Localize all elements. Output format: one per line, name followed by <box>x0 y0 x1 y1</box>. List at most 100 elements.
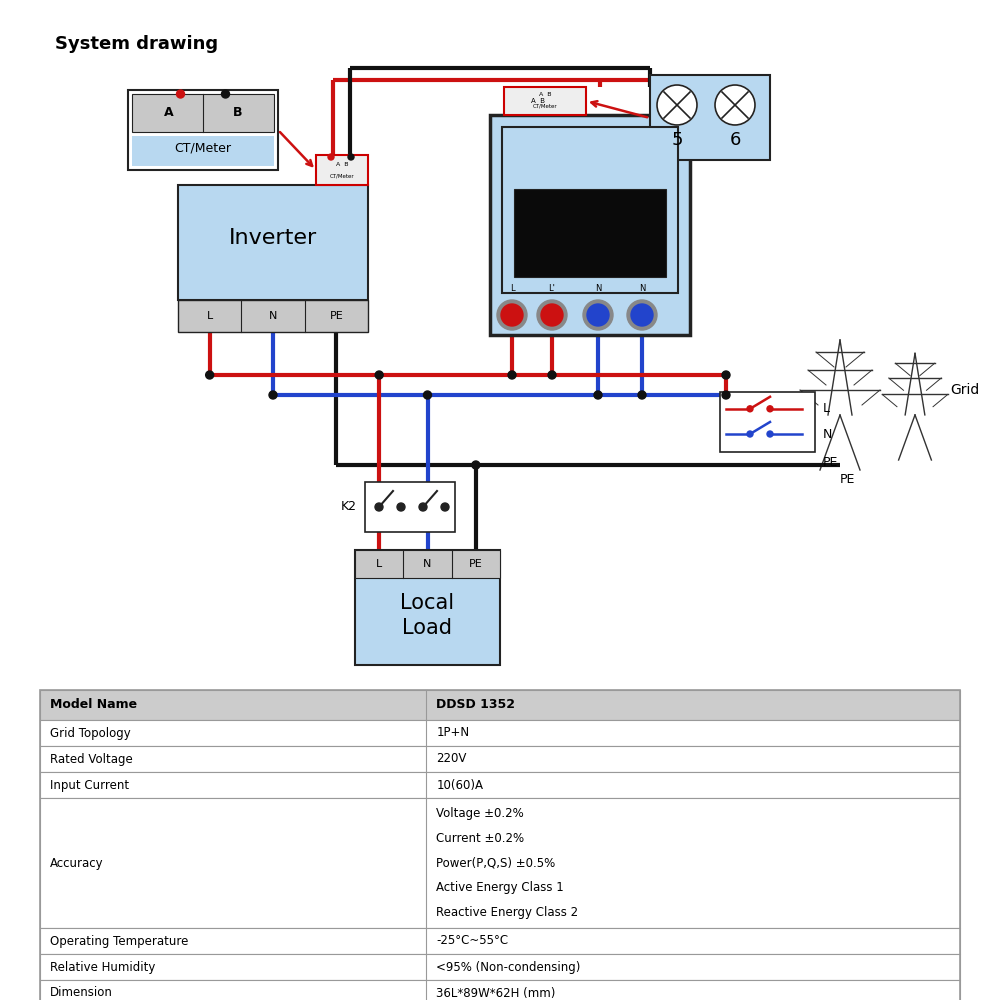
Bar <box>365 482 455 532</box>
Circle shape <box>594 391 602 399</box>
Text: N: N <box>269 311 277 321</box>
Text: PE: PE <box>840 473 855 486</box>
Circle shape <box>715 85 755 125</box>
Bar <box>514 189 666 277</box>
Text: Accuracy: Accuracy <box>50 856 104 869</box>
Circle shape <box>206 371 214 379</box>
Bar <box>40 980 960 1000</box>
Circle shape <box>627 300 657 330</box>
Text: Model Name: Model Name <box>50 698 137 712</box>
Text: System drawing: System drawing <box>55 35 218 53</box>
Text: Dimension: Dimension <box>50 986 113 1000</box>
Text: N: N <box>423 559 432 569</box>
Bar <box>40 720 960 746</box>
Text: Grid: Grid <box>950 383 979 397</box>
Circle shape <box>269 391 277 399</box>
Text: CT/Meter: CT/Meter <box>175 141 232 154</box>
Circle shape <box>631 304 653 326</box>
Circle shape <box>541 304 563 326</box>
Bar <box>355 550 500 578</box>
Text: 6: 6 <box>729 131 741 149</box>
Text: 5: 5 <box>671 131 683 149</box>
Text: N: N <box>595 284 601 293</box>
Bar <box>40 798 960 928</box>
Text: A  B: A B <box>336 161 348 166</box>
Circle shape <box>419 503 427 511</box>
Bar <box>132 94 274 132</box>
Circle shape <box>375 503 383 511</box>
Text: -25°C~55°C: -25°C~55°C <box>436 934 509 948</box>
Text: PE: PE <box>469 559 483 569</box>
Text: Inverter: Inverter <box>229 228 317 247</box>
Bar <box>504 87 586 115</box>
Bar <box>128 90 278 170</box>
Bar <box>178 185 368 300</box>
Text: Current ±0.2%: Current ±0.2% <box>436 832 525 845</box>
Text: CT/Meter: CT/Meter <box>330 174 354 178</box>
Bar <box>40 772 960 798</box>
Bar <box>40 690 960 720</box>
Bar <box>502 127 678 293</box>
Circle shape <box>497 300 527 330</box>
Circle shape <box>472 461 480 469</box>
Bar <box>40 928 960 954</box>
Circle shape <box>638 391 646 399</box>
Text: Reactive Energy Class 2: Reactive Energy Class 2 <box>436 906 579 919</box>
Text: A  B: A B <box>531 98 545 104</box>
Text: L: L <box>376 559 382 569</box>
Text: Active Energy Class 1: Active Energy Class 1 <box>436 881 564 894</box>
Bar <box>40 746 960 772</box>
Circle shape <box>767 431 773 437</box>
Text: L': L' <box>549 284 555 293</box>
Circle shape <box>348 154 354 160</box>
Text: L: L <box>823 402 830 415</box>
Text: 10(60)A: 10(60)A <box>436 778 483 792</box>
Circle shape <box>328 154 334 160</box>
Text: Operating Temperature: Operating Temperature <box>50 934 188 948</box>
Bar <box>40 690 960 1000</box>
Text: 220V: 220V <box>436 752 467 766</box>
Text: 1P+N: 1P+N <box>436 726 470 740</box>
Text: B: B <box>233 106 242 119</box>
Text: 36L*89W*62H (mm): 36L*89W*62H (mm) <box>436 986 556 1000</box>
Circle shape <box>176 90 184 98</box>
Bar <box>720 392 815 452</box>
Text: L: L <box>207 311 213 321</box>
Text: N: N <box>639 284 645 293</box>
Text: Local
Load: Local Load <box>400 593 455 638</box>
Circle shape <box>397 503 405 511</box>
Circle shape <box>441 503 449 511</box>
Text: Rated Voltage: Rated Voltage <box>50 752 133 766</box>
Circle shape <box>375 371 383 379</box>
Circle shape <box>587 304 609 326</box>
Circle shape <box>548 371 556 379</box>
Bar <box>490 115 690 335</box>
Circle shape <box>747 431 753 437</box>
Circle shape <box>424 391 432 399</box>
Text: L: L <box>510 284 514 293</box>
Text: <95% (Non-condensing): <95% (Non-condensing) <box>436 960 581 974</box>
Text: PE: PE <box>329 311 343 321</box>
Bar <box>650 75 770 160</box>
Text: DDSD 1352: DDSD 1352 <box>436 698 515 712</box>
Text: PE: PE <box>823 456 838 468</box>
Circle shape <box>657 85 697 125</box>
Text: Power(P,Q,S) ±0.5%: Power(P,Q,S) ±0.5% <box>436 856 556 869</box>
Text: Input Current: Input Current <box>50 778 129 792</box>
Text: Grid Topology: Grid Topology <box>50 726 131 740</box>
Text: Relative Humidity: Relative Humidity <box>50 960 155 974</box>
Bar <box>40 954 960 980</box>
Bar <box>178 300 368 332</box>
Text: Voltage ±0.2%: Voltage ±0.2% <box>436 807 524 820</box>
Circle shape <box>508 371 516 379</box>
Circle shape <box>537 300 567 330</box>
Circle shape <box>722 371 730 379</box>
Circle shape <box>747 406 753 412</box>
Bar <box>355 550 500 665</box>
Text: N: N <box>823 428 832 440</box>
Bar <box>316 155 368 185</box>
Circle shape <box>583 300 613 330</box>
Circle shape <box>501 304 523 326</box>
Text: K2: K2 <box>341 500 357 514</box>
Text: A  B: A B <box>539 93 551 98</box>
